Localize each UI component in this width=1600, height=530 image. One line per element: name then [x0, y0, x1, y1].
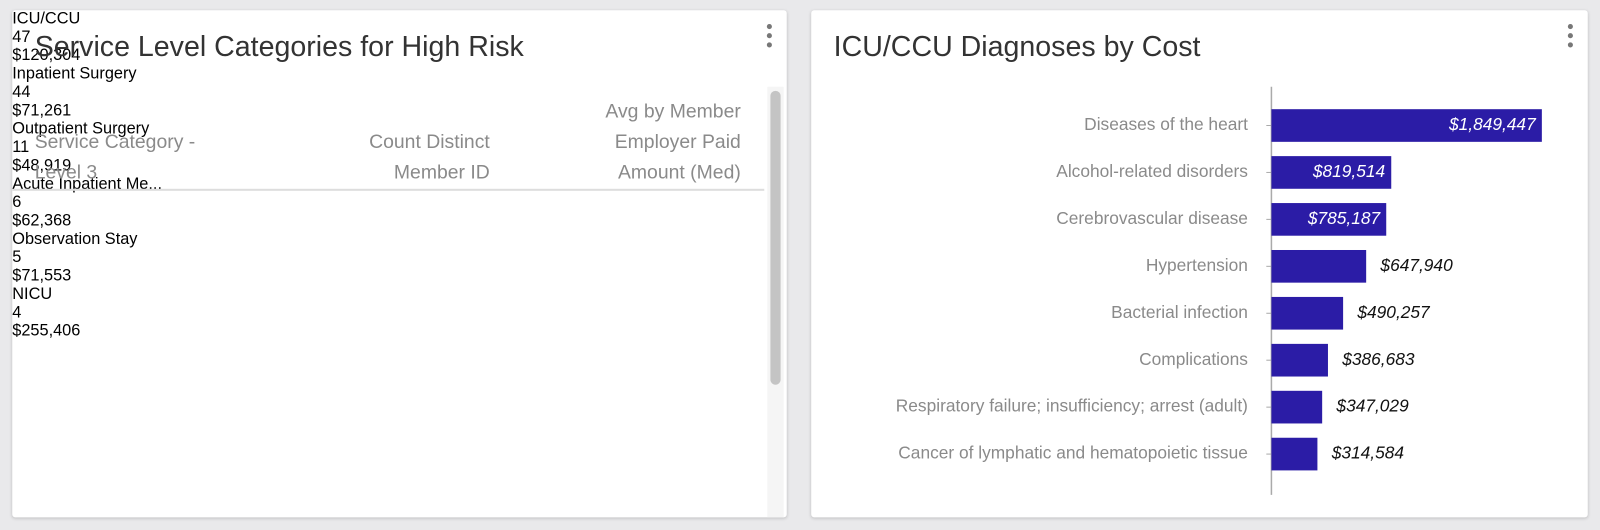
- table-cell: 44: [12, 84, 261, 102]
- table-cell: $71,261: [12, 102, 261, 120]
- table-cell: 4: [12, 304, 261, 322]
- table-cell: $48,919: [12, 157, 261, 175]
- cell-value: 11: [12, 138, 30, 157]
- data-label: $347,029: [1335, 396, 1409, 416]
- data-label: $314,584: [1331, 443, 1404, 463]
- cell-value: 47: [12, 28, 31, 46]
- cell-text: Outpatient Surgery: [12, 120, 150, 138]
- category-label: Respiratory failure; insufficiency; arre…: [896, 396, 1248, 416]
- scrollbar-thumb[interactable]: [770, 90, 781, 385]
- table-cell: 6: [12, 194, 261, 212]
- cell-value: 4: [12, 304, 22, 322]
- table-cell: NICU: [12, 286, 263, 304]
- table-cell: $71,553: [12, 267, 261, 285]
- table-cell: $62,368: [12, 212, 261, 230]
- table-cell: Acute Inpatient Me...: [12, 176, 263, 194]
- bar: [1271, 296, 1344, 330]
- table-body: ICU/CCU 47 $120,304 Inpatient Surgery 44 $71,…: [12, 10, 786, 341]
- table-cell: Inpatient Surgery: [12, 65, 263, 83]
- cell-value: $48,919: [12, 157, 72, 175]
- bar: [1271, 249, 1367, 283]
- bar: [1271, 156, 1392, 189]
- category-label: Hypertension: [1146, 255, 1248, 275]
- category-label: Cancer of lymphatic and hematopoietic ti…: [898, 443, 1248, 463]
- category-label: Bacterial infection: [1111, 302, 1248, 322]
- column-header: Avg by Member Employer Paid Amount (Med): [605, 101, 741, 184]
- table-cell: ICU/CCU: [12, 10, 263, 28]
- data-label: $490,257: [1356, 302, 1431, 322]
- data-label: $386,683: [1341, 349, 1415, 369]
- cell-value: 5: [12, 248, 22, 267]
- data-label: $819,514: [1312, 161, 1385, 181]
- scrollbar-track[interactable]: [767, 86, 784, 518]
- bar: [1271, 343, 1328, 377]
- header-rule: [12, 188, 765, 191]
- table-cell: Observation Stay: [12, 231, 263, 249]
- data-label: $647,940: [1379, 255, 1453, 275]
- cell-value: 44: [12, 83, 31, 102]
- cell-text: Acute Inpatient Me...: [12, 175, 162, 193]
- cell-value: $255,406: [12, 322, 81, 340]
- bar: [1271, 390, 1323, 424]
- table-panel: Service Level Categories for High Risk S…: [12, 10, 787, 518]
- chart-panel: ICU/CCU Diagnoses by Cost Diseases of th…: [811, 10, 1588, 518]
- cell-text: ICU/CCU: [12, 10, 81, 28]
- chart: Diseases of the heart $1,849,447 Alcohol-r…: [896, 86, 1542, 495]
- table-cell: Outpatient Surgery: [12, 120, 263, 138]
- cell-text: NICU: [12, 285, 53, 304]
- cell-value: $62,368: [12, 212, 72, 230]
- menu-button[interactable]: [1565, 22, 1575, 49]
- bar: [1271, 109, 1542, 142]
- cell-text: Inpatient Surgery: [12, 65, 137, 83]
- data-label: $1,849,447: [1448, 114, 1537, 134]
- category-label: Complications: [1139, 349, 1248, 369]
- bar: [1271, 203, 1387, 236]
- column-header: Service Category - Level 3: [34, 131, 196, 184]
- menu-button[interactable]: [764, 22, 774, 49]
- category-label: Cerebrovascular disease: [1056, 208, 1248, 228]
- table-cell: 11: [12, 139, 261, 157]
- data-label: $785,187: [1307, 208, 1382, 228]
- panel-title: ICU/CCU Diagnoses by Cost: [833, 30, 1201, 63]
- table-cell: $120,304: [12, 47, 261, 65]
- cell-value: $120,304: [12, 46, 81, 65]
- table-cell: 47: [12, 29, 261, 47]
- column-header: Count Distinct Member ID: [369, 131, 490, 184]
- cell-text: Observation Stay: [12, 230, 138, 248]
- category-label: Alcohol-related disorders: [1056, 161, 1248, 181]
- panel-title: Service Level Categories for High Risk: [34, 30, 524, 63]
- category-label: Diseases of the heart: [1084, 114, 1248, 134]
- table-cell: 5: [12, 249, 261, 267]
- bar: [1271, 437, 1318, 471]
- cell-value: $71,261: [12, 102, 72, 120]
- table-cell: $255,406: [12, 322, 261, 340]
- cell-value: 6: [12, 193, 22, 212]
- cell-value: $71,553: [12, 267, 72, 285]
